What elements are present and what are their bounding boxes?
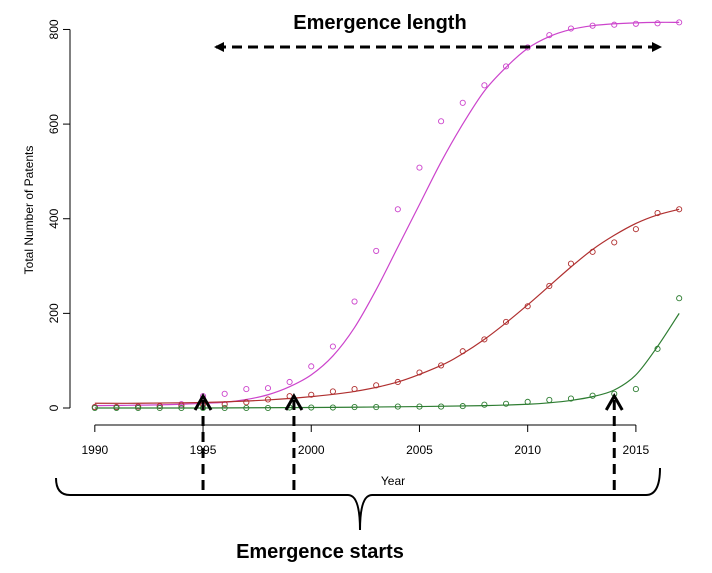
series-1-point: [546, 32, 553, 39]
series-3-point: [178, 404, 185, 412]
x-axis-title: Year: [381, 474, 405, 488]
series-1-point: [394, 206, 401, 213]
series-2-point: [416, 369, 423, 376]
series-3-fit-line: [94, 313, 680, 409]
timeline-brace: [55, 467, 661, 531]
series-2-point: [481, 336, 488, 343]
series-3-point: [589, 392, 596, 399]
series-2-point: [524, 303, 531, 310]
series-1-point: [502, 63, 510, 70]
series-2-point: [264, 396, 272, 403]
series-2-point: [373, 382, 380, 389]
y-axis-title: Total Number of Patents: [22, 146, 36, 275]
emergence-start-arrowhead-2: [284, 392, 304, 411]
series-2-point: [632, 226, 639, 233]
series-1-point: [438, 118, 445, 125]
series-2-point: [589, 248, 596, 255]
series-3-point: [676, 295, 683, 302]
x-tick-label: 2010: [514, 443, 541, 457]
series-3-point: [243, 404, 250, 412]
y-ticks: 0 200 400 600 800: [47, 19, 70, 411]
series-3-point: [654, 345, 661, 352]
x-tick-label: 2000: [298, 443, 325, 457]
series-2-point: [351, 386, 358, 393]
series-1-point: [329, 343, 336, 350]
series-3-point: [567, 395, 575, 402]
series-3-point: [524, 398, 531, 405]
series-3-point: [459, 403, 466, 410]
series-3-point: [91, 404, 98, 412]
series-2-point: [676, 206, 683, 213]
series-1-point: [459, 99, 466, 106]
series-3-point: [546, 396, 553, 404]
series-3-point: [632, 386, 639, 393]
series-3-point: [135, 404, 142, 412]
y-tick-label: 200: [47, 303, 61, 323]
series-3-point: [156, 404, 163, 412]
series-3-point: [438, 403, 445, 410]
y-tick-label: 600: [47, 114, 61, 134]
series-2-point: [611, 239, 618, 246]
series-3-point: [264, 404, 272, 412]
start-arrows: [193, 392, 624, 490]
x-tick-label: 1990: [81, 443, 108, 457]
series-3-point: [502, 400, 510, 407]
series-3-point: [416, 403, 423, 410]
series-2-point: [546, 282, 553, 289]
emergence-starts-label: Emergence starts: [236, 541, 404, 563]
series-2-point: [308, 391, 315, 398]
series-2-point: [654, 210, 661, 217]
series-2: [91, 206, 683, 411]
emergence-start-arrowhead-1: [193, 392, 213, 411]
series-1-point: [676, 19, 683, 26]
series-1-point: [481, 82, 488, 89]
emergence-start-arrowhead-3: [604, 392, 624, 411]
series-2-fit-line: [94, 208, 680, 404]
series-layer: [91, 19, 683, 412]
series-2-point: [156, 403, 163, 410]
series-3-point: [113, 404, 120, 412]
series-1-point: [632, 20, 639, 27]
series-1-point: [351, 298, 358, 305]
series-1-fit-line: [94, 21, 680, 407]
series-3-point: [481, 401, 488, 408]
series-1-point: [286, 378, 293, 386]
series-2-point: [243, 399, 250, 406]
series-3-point: [329, 404, 336, 411]
x-tick-label: 2015: [623, 443, 650, 457]
y-tick-label: 0: [47, 404, 61, 411]
series-3-point: [308, 404, 315, 411]
series-3-point: [394, 403, 401, 410]
annotations: Emergence length Emergence starts: [55, 12, 662, 563]
x-ticks: 199019952000200520102015: [81, 425, 650, 457]
series-1-point: [308, 363, 315, 370]
series-1-point: [416, 164, 423, 171]
series-1-point: [221, 390, 228, 397]
series-2-point: [438, 362, 445, 369]
series-2-point: [394, 378, 401, 386]
series-3-point: [373, 404, 380, 411]
emergence-length-label: Emergence length: [293, 12, 466, 34]
series-1: [91, 19, 683, 411]
series-1-point: [264, 385, 272, 392]
series-1-point: [589, 22, 596, 29]
series-1-point: [654, 20, 661, 27]
series-2-point: [567, 260, 575, 267]
series-3-point: [351, 404, 358, 411]
series-1-point: [611, 21, 618, 28]
y-tick-label: 400: [47, 208, 61, 228]
series-2-point: [459, 348, 466, 355]
series-2-point: [502, 318, 510, 325]
series-1-point: [567, 25, 575, 32]
series-3-point: [221, 404, 228, 412]
series-2-point: [329, 388, 336, 395]
series-3: [91, 295, 683, 412]
y-tick-label: 800: [47, 19, 61, 39]
series-1-point: [243, 386, 250, 393]
series-2-point: [221, 401, 228, 408]
x-tick-label: 2005: [406, 443, 433, 457]
series-1-point: [373, 247, 380, 254]
